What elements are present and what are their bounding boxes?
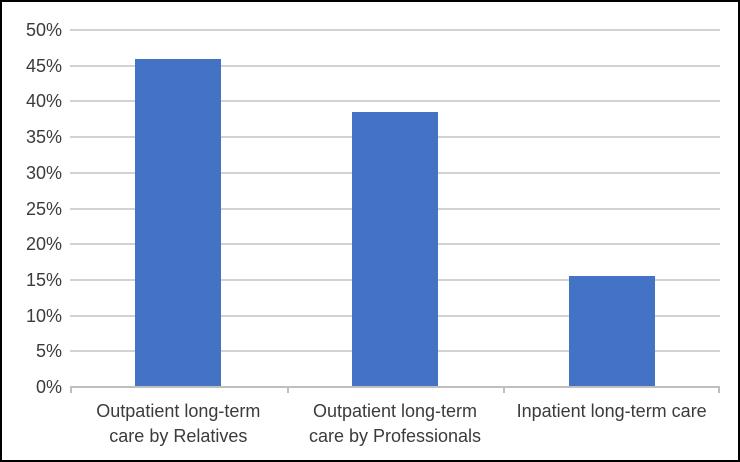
y-tick-label-35: 35% [25, 127, 62, 148]
x-tick-mark-2 [503, 387, 506, 393]
y-tick-label-45: 45% [25, 55, 62, 76]
bar-1 [135, 58, 222, 387]
y-tick-label-20: 20% [25, 234, 62, 255]
gridline-40 [70, 100, 720, 103]
y-tick-label-5: 5% [35, 341, 62, 362]
x-category-label-line: Inpatient long-term care [516, 401, 707, 421]
y-tick-label-50: 50% [25, 20, 62, 40]
bar-2 [352, 112, 438, 387]
gridline-45 [70, 64, 720, 67]
x-category-label-line: care by Relatives [109, 426, 248, 446]
x-category-label-1: Outpatient long-term care by Relatives [72, 399, 284, 449]
x-category-label-line: care by Professionals [308, 426, 482, 446]
x-tick-mark-1 [286, 387, 289, 393]
y-tick-label-15: 15% [25, 269, 62, 290]
y-tick-label-25: 25% [25, 198, 62, 219]
x-tick-mark-0 [70, 387, 72, 393]
x-tick-mark-3 [718, 387, 720, 393]
gridline-50 [70, 29, 720, 31]
x-axis-line [70, 386, 720, 388]
y-tick-label-0: 0% [35, 377, 62, 397]
bar-3 [568, 276, 655, 387]
x-category-label-2: Outpatient long-term care by Professional… [289, 399, 501, 449]
x-category-label-line: Outpatient long-term [312, 401, 478, 421]
x-category-label-3: Inpatient long-term care [506, 399, 718, 424]
y-tick-label-10: 10% [25, 305, 62, 326]
y-tick-label-30: 30% [25, 162, 62, 183]
x-category-label-line: Outpatient long-term [96, 401, 261, 421]
y-tick-label-40: 40% [25, 91, 62, 112]
